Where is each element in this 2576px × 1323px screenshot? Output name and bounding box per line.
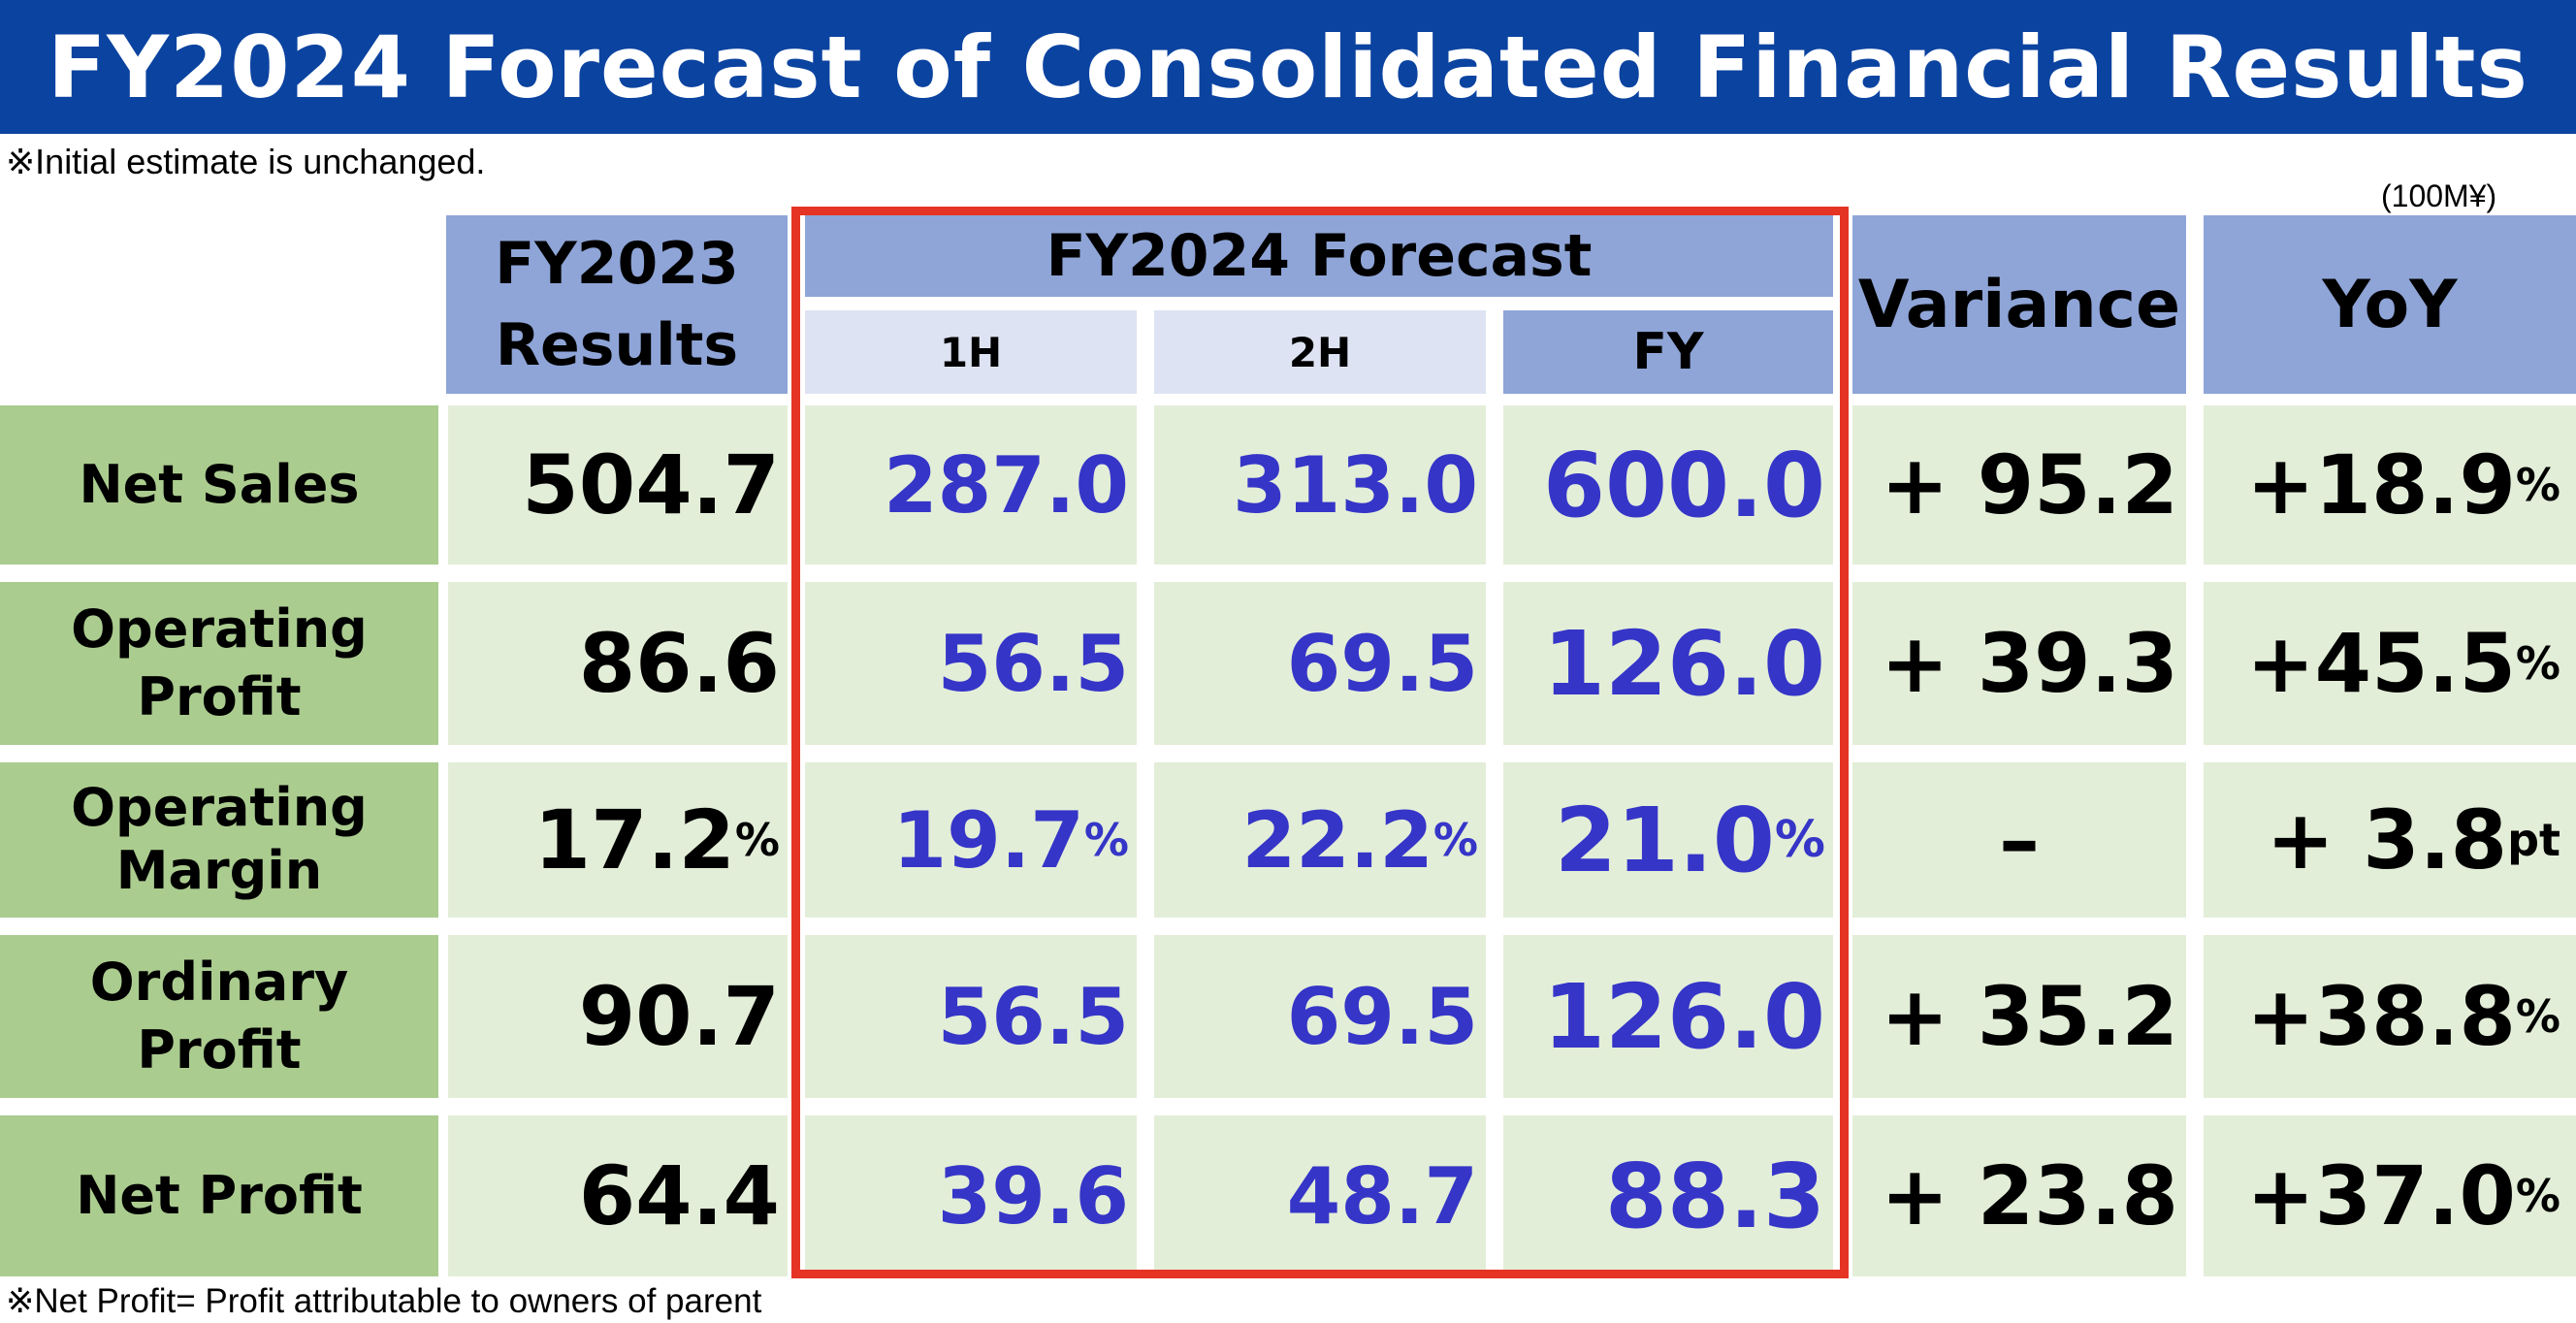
note-net-profit-definition: ※Net Profit= Profit attributable to owne… — [6, 1282, 762, 1320]
ordinary-profit-yoy: +38.8% — [2204, 935, 2576, 1098]
ordinary-profit-fy2023: 90.7 — [448, 935, 788, 1098]
operating-margin-fy: 21.0% — [1503, 762, 1833, 918]
header-fy2023-line2: Results — [495, 311, 739, 379]
ordinary-profit-2h: 69.5 — [1154, 935, 1486, 1098]
net-profit-fy2023: 64.4 — [448, 1115, 788, 1276]
header-variance: Variance — [1852, 215, 2186, 394]
operating-profit-1h: 56.5 — [805, 582, 1137, 745]
unit-label: (100M¥) — [2381, 178, 2497, 213]
net-sales-variance: + 95.2 — [1852, 405, 2186, 565]
header-fy2023-results: FY2023 Results — [446, 215, 788, 394]
note-initial-estimate: ※Initial estimate is unchanged. — [6, 142, 486, 181]
row-label-operating-margin: Operating Margin — [0, 762, 438, 918]
ordinary-profit-1h: 56.5 — [805, 935, 1137, 1098]
net-profit-yoy: +37.0% — [2204, 1115, 2576, 1276]
operating-profit-fy: 126.0 — [1503, 582, 1833, 745]
header-yoy: YoY — [2204, 215, 2576, 394]
net-profit-fy: 88.3 — [1503, 1115, 1833, 1276]
header-1h: 1H — [805, 310, 1137, 394]
row-label-net-profit: Net Profit — [0, 1115, 438, 1276]
operating-margin-yoy: + 3.8 pt — [2204, 762, 2576, 918]
header-fy2024-forecast: FY2024 Forecast — [805, 215, 1833, 297]
header-fy: FY — [1503, 310, 1833, 394]
ordinary-profit-variance: + 35.2 — [1852, 935, 2186, 1098]
header-fy2023-line1: FY2023 — [495, 230, 739, 298]
row-label-net-sales: Net Sales — [0, 405, 438, 565]
net-sales-fy2023: 504.7 — [448, 405, 788, 565]
operating-margin-2h: 22.2% — [1154, 762, 1486, 918]
operating-profit-2h: 69.5 — [1154, 582, 1486, 745]
operating-margin-variance: – — [1852, 762, 2186, 918]
ordinary-profit-fy: 126.0 — [1503, 935, 1833, 1098]
operating-margin-1h: 19.7% — [805, 762, 1137, 918]
operating-profit-fy2023: 86.6 — [448, 582, 788, 745]
operating-profit-yoy: +45.5% — [2204, 582, 2576, 745]
net-sales-2h: 313.0 — [1154, 405, 1486, 565]
net-sales-fy: 600.0 — [1503, 405, 1833, 565]
net-profit-variance: + 23.8 — [1852, 1115, 2186, 1276]
net-profit-1h: 39.6 — [805, 1115, 1137, 1276]
net-profit-2h: 48.7 — [1154, 1115, 1486, 1276]
page-title: FY2024 Forecast of Consolidated Financia… — [0, 0, 2576, 134]
operating-margin-fy2023: 17.2% — [448, 762, 788, 918]
row-label-ordinary-profit: Ordinary Profit — [0, 935, 438, 1098]
row-label-operating-profit: Operating Profit — [0, 582, 438, 745]
net-sales-1h: 287.0 — [805, 405, 1137, 565]
header-2h: 2H — [1154, 310, 1486, 394]
net-sales-yoy: +18.9% — [2204, 405, 2576, 565]
operating-profit-variance: + 39.3 — [1852, 582, 2186, 745]
